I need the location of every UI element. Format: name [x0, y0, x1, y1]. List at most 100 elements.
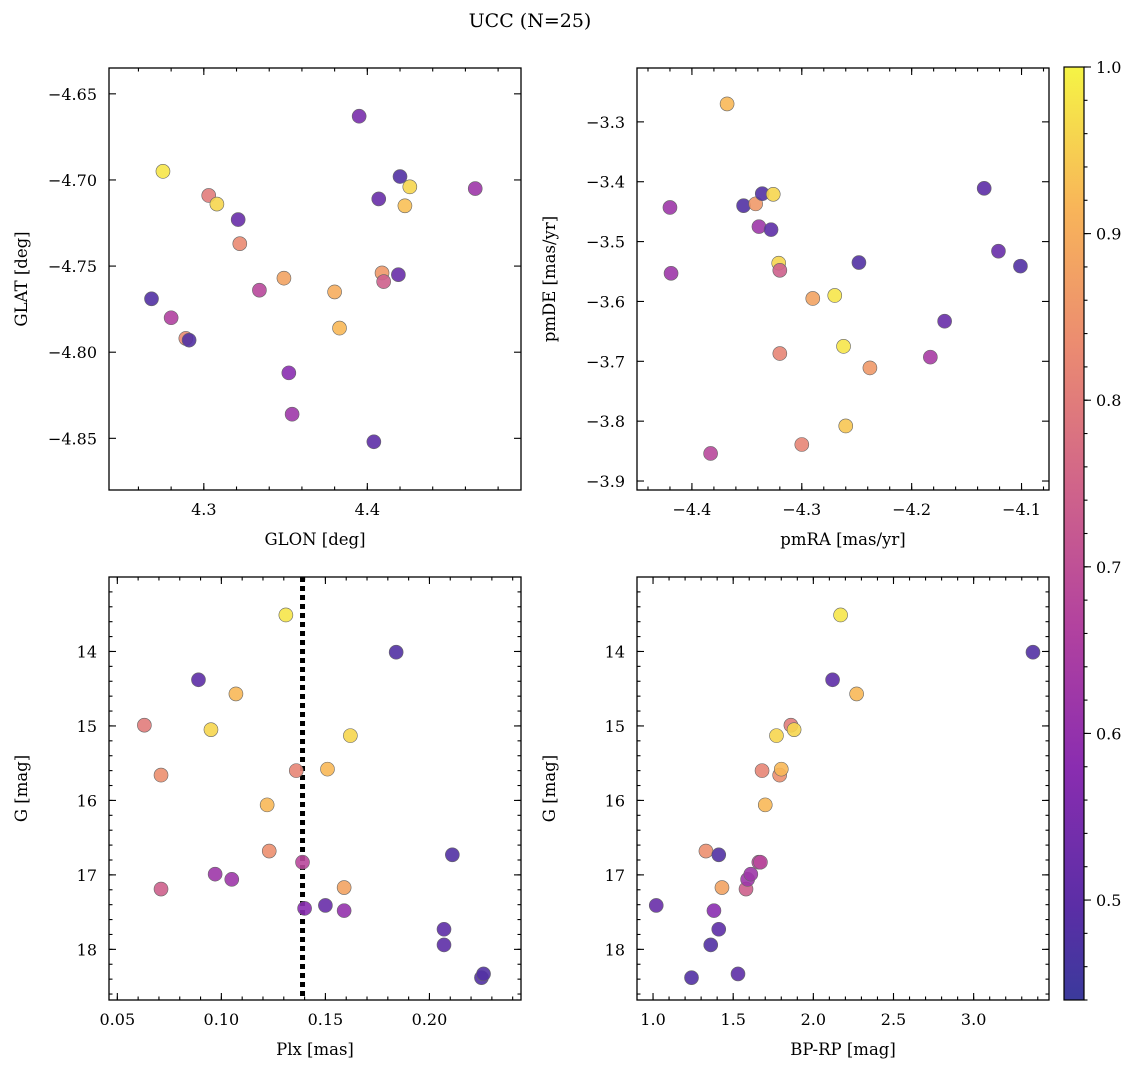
scatter-points: [662, 96, 1028, 461]
scatter-point: [827, 288, 843, 303]
colorbar-tick-label: 0.7: [1096, 558, 1121, 577]
scatter-point: [1013, 258, 1028, 274]
scatter-point: [765, 187, 781, 202]
y-tick-label: 18: [77, 940, 97, 959]
scatter-point: [228, 686, 244, 702]
scatter-point: [751, 219, 767, 234]
scatter-points: [648, 607, 1041, 985]
axis-ticks: [637, 577, 1049, 1000]
colorbar-tick-label: 0.9: [1096, 225, 1121, 244]
scatter-point: [772, 346, 788, 361]
scatter-point: [209, 196, 225, 212]
panel-proper-motion: −4.4 −4.3 −4.2 −4.1 −3.3 −3.4 −3.5 −3.6 −3.7 −3.8…: [540, 67, 1050, 549]
scatter-point: [937, 313, 952, 329]
scatter-point: [366, 434, 382, 450]
scatter-point: [391, 267, 406, 282]
x-tick-label: −4.2: [892, 500, 931, 519]
x-tick-label: 4.4: [355, 500, 380, 519]
colorbar-tick-label: 0.5: [1096, 891, 1121, 910]
scatter-point: [320, 761, 335, 777]
y-tick-label: −3.6: [586, 292, 625, 311]
x-tick-label: 0.15: [308, 1010, 344, 1029]
scatter-point: [388, 644, 404, 660]
figure-title: UCC (N=25): [469, 10, 592, 32]
scatter-point: [714, 880, 730, 895]
scatter-point: [833, 607, 848, 623]
scatter-point: [278, 607, 294, 623]
axes-frame: [636, 67, 1050, 491]
scatter-point: [284, 406, 300, 422]
scatter-point: [711, 847, 727, 863]
scatter-point: [703, 937, 719, 953]
scatter-point: [757, 797, 773, 813]
axis-ticks: [109, 577, 521, 1000]
scatter-point: [276, 270, 292, 286]
y-tick-label: −3.8: [586, 412, 625, 431]
y-axis-label: GLAT [deg]: [12, 231, 31, 326]
y-tick-label: 14: [77, 642, 97, 661]
y-tick-label: 15: [77, 717, 97, 736]
colorbar-tick-label: 0.6: [1096, 724, 1121, 743]
scatter-point: [232, 236, 248, 251]
y-tick-label: 16: [77, 791, 97, 810]
scatter-point: [923, 349, 938, 365]
scatter-point: [327, 284, 342, 300]
scatter-point: [684, 970, 699, 985]
x-tick-label: 4.3: [191, 500, 216, 519]
scatter-point: [663, 266, 679, 281]
x-tick-label: −4.1: [1002, 500, 1041, 519]
panel-parallax-magnitude: 0.05 0.10 0.15 0.20 14 15 16 17 18 Plx [mas] G [ma…: [12, 576, 522, 1059]
y-axis-label: G [mag]: [12, 755, 31, 822]
y-tick-label: −3.5: [586, 233, 625, 252]
scatter-point: [295, 854, 310, 870]
scatter-point: [991, 243, 1006, 259]
y-tick-label: 16: [605, 791, 625, 810]
scatter-point: [476, 966, 491, 982]
scatter-point: [730, 966, 746, 982]
scatter-point: [402, 179, 418, 195]
scatter-point: [436, 937, 452, 953]
scatter-point: [825, 672, 840, 688]
scatter-point: [332, 320, 347, 336]
x-axis-label: Plx [mas]: [276, 1040, 354, 1059]
scatter-point: [786, 722, 802, 737]
x-tick-label: 2.0: [801, 1010, 826, 1029]
scatter-point: [445, 847, 460, 863]
scatter-point: [153, 767, 169, 783]
y-tick-label: −4.75: [48, 257, 97, 276]
scatter-point: [371, 191, 387, 207]
scatter-point: [288, 763, 304, 778]
y-tick-label: −4.65: [48, 85, 97, 104]
scatter-point: [794, 437, 810, 452]
scatter-point: [648, 898, 664, 913]
scatter-points: [137, 607, 491, 985]
scatter-point: [203, 722, 219, 737]
scatter-point: [343, 728, 358, 743]
y-tick-label: −3.7: [586, 352, 625, 371]
axis-ticks: [109, 68, 521, 490]
y-tick-label: −4.70: [48, 171, 97, 190]
scatter-point: [230, 212, 246, 227]
scatter-point: [753, 854, 768, 870]
axes-frame: [636, 576, 1050, 1001]
colorbar-gradient: [1063, 66, 1085, 1001]
y-axis-label: pmDE [mas/yr]: [540, 216, 559, 342]
colorbar: 0.5 0.6 0.7 0.8 0.9 1.0: [1063, 58, 1121, 1001]
panel-glon-glat: 4.3 4.4 −4.65 −4.70 −4.75 −4.80 −4.85 GLON [deg…: [12, 67, 522, 549]
scatter-point: [224, 872, 240, 887]
y-tick-label: 17: [77, 866, 97, 885]
y-tick-label: −3.4: [586, 173, 625, 192]
scatter-points: [144, 108, 483, 450]
scatter-point: [743, 866, 759, 882]
x-tick-label: 0.10: [204, 1010, 240, 1029]
scatter-point: [763, 222, 779, 237]
scatter-point: [336, 880, 352, 895]
scatter-point: [467, 181, 483, 196]
y-tick-label: −3.9: [586, 472, 625, 491]
scatter-point: [261, 843, 277, 859]
x-tick-label: −4.4: [673, 500, 712, 519]
scatter-point: [862, 360, 878, 376]
x-tick-label: 1.5: [720, 1010, 745, 1029]
scatter-point: [207, 866, 223, 882]
